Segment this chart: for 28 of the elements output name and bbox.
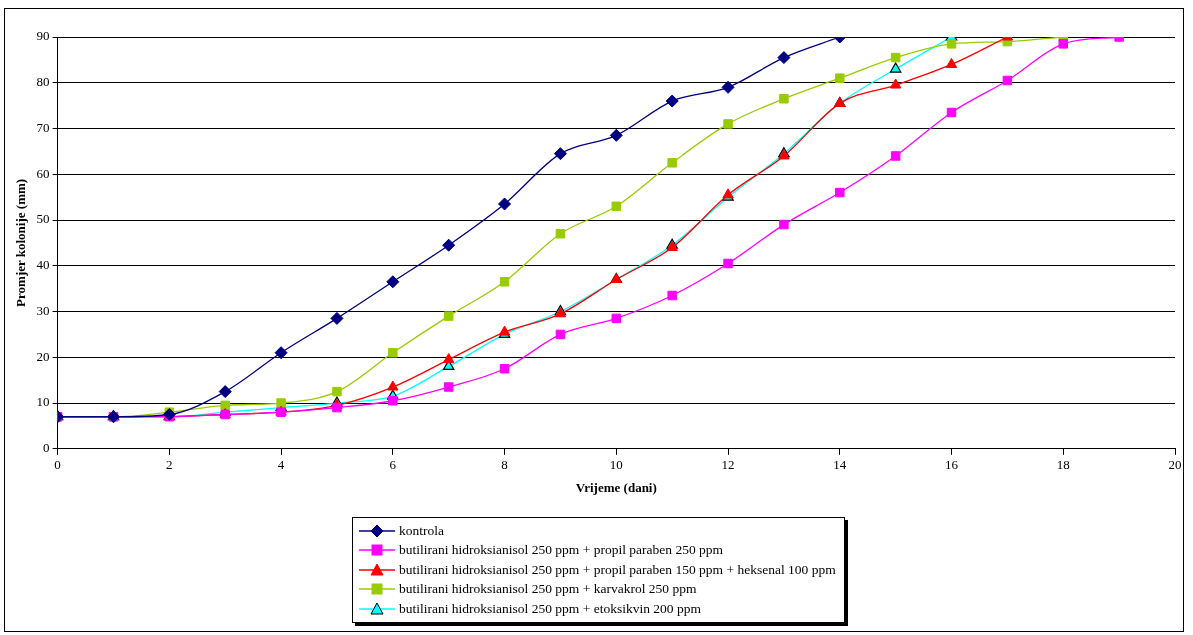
y-tick-label: 80: [36, 74, 50, 90]
legend-label: butilirani hidroksianisol 250 ppm + etoksikvin 200 ppm: [399, 600, 701, 617]
y-tick-label: 0: [43, 440, 50, 456]
y-tick-label: 20: [36, 348, 50, 364]
y-axis-title: Promjer kolonije (mm): [13, 178, 29, 307]
x-tick-label: 8: [501, 457, 508, 473]
y-tick-label: 10: [36, 394, 50, 410]
x-tick-label: 14: [833, 457, 847, 473]
x-tick-label: 20: [1168, 457, 1182, 473]
y-tick-label: 70: [36, 119, 50, 135]
legend-label: butilirani hidroksianisol 250 ppm + karvakrol 250 ppm: [399, 581, 697, 598]
y-tick-label: 30: [36, 302, 50, 318]
legend-label: butilirani hidroksianisol 250 ppm + propil paraben 250 ppm: [399, 542, 724, 559]
x-tick-label: 10: [609, 457, 623, 473]
x-tick-label: 4: [277, 457, 285, 473]
x-tick-label: 16: [945, 457, 959, 473]
y-tick-label: 40: [36, 257, 50, 273]
x-tick-label: 12: [721, 457, 735, 473]
legend-label: butilirani hidroksianisol 250 ppm + propil paraben 150 ppm + heksenal 100 ppm: [399, 561, 836, 578]
x-tick-label: 18: [1056, 457, 1070, 473]
legend-label: kontrola: [399, 522, 444, 539]
x-tick-label: 2: [166, 457, 173, 473]
y-tick-label: 90: [36, 28, 50, 44]
x-tick-label: 0: [54, 457, 61, 473]
y-tick-label: 50: [36, 211, 50, 227]
x-tick-label: 6: [389, 457, 397, 473]
x-axis-title: Vrijeme (dani): [575, 479, 657, 495]
y-tick-label: 60: [36, 165, 50, 181]
